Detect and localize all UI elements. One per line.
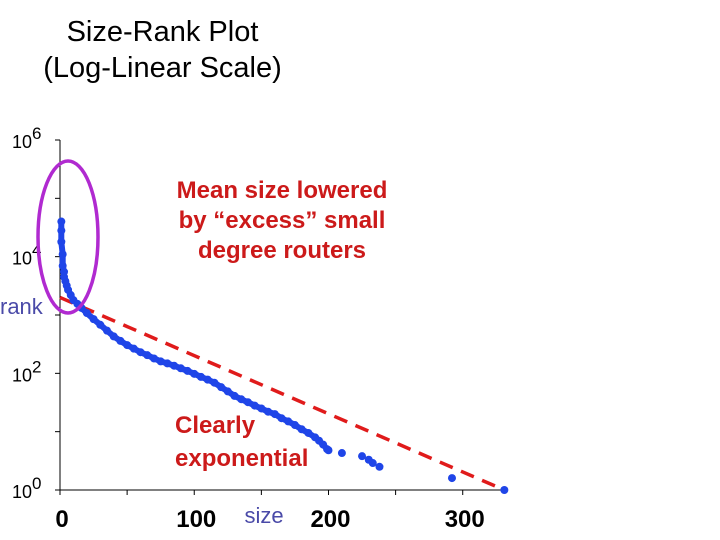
data-point <box>500 486 509 494</box>
data-point <box>358 452 367 461</box>
data-point <box>337 449 346 458</box>
annotation-clearly-exponential: exponential <box>175 445 308 472</box>
label-layer: Mean size lowered by “excess” small degree… <box>175 177 387 472</box>
highlight-oval <box>36 159 100 315</box>
data-point <box>375 462 384 471</box>
annotation-clearly-exponential: Clearly <box>175 412 256 439</box>
x-tick-label: 300 <box>445 506 485 533</box>
fit-layer <box>59 295 506 492</box>
chart-title-line-2: (Log-Linear Scale) <box>43 52 282 84</box>
exponential-fit-line <box>59 295 506 492</box>
annotation-mean-size: by “excess” small <box>179 207 386 234</box>
y-tick-label: 102 <box>12 357 42 385</box>
x-tick-label: 100 <box>176 506 216 533</box>
y-axis-label: rank <box>0 294 44 319</box>
data-point <box>447 474 456 483</box>
data-point <box>368 459 377 468</box>
x-tick-label: 200 <box>310 506 350 533</box>
x-axis-label: size <box>244 503 283 528</box>
x-tick-label: 0 <box>55 506 68 533</box>
data-point-band <box>58 218 332 454</box>
chart-title-line-1: Size-Rank Plot <box>66 16 259 48</box>
y-tick-label: 100 <box>12 474 42 502</box>
overlay-layer <box>36 159 100 315</box>
points-layer <box>57 217 509 494</box>
y-tick-label: 106 <box>12 124 42 152</box>
annotation-mean-size: Mean size lowered <box>177 177 388 204</box>
annotation-mean-size: degree routers <box>198 237 366 264</box>
